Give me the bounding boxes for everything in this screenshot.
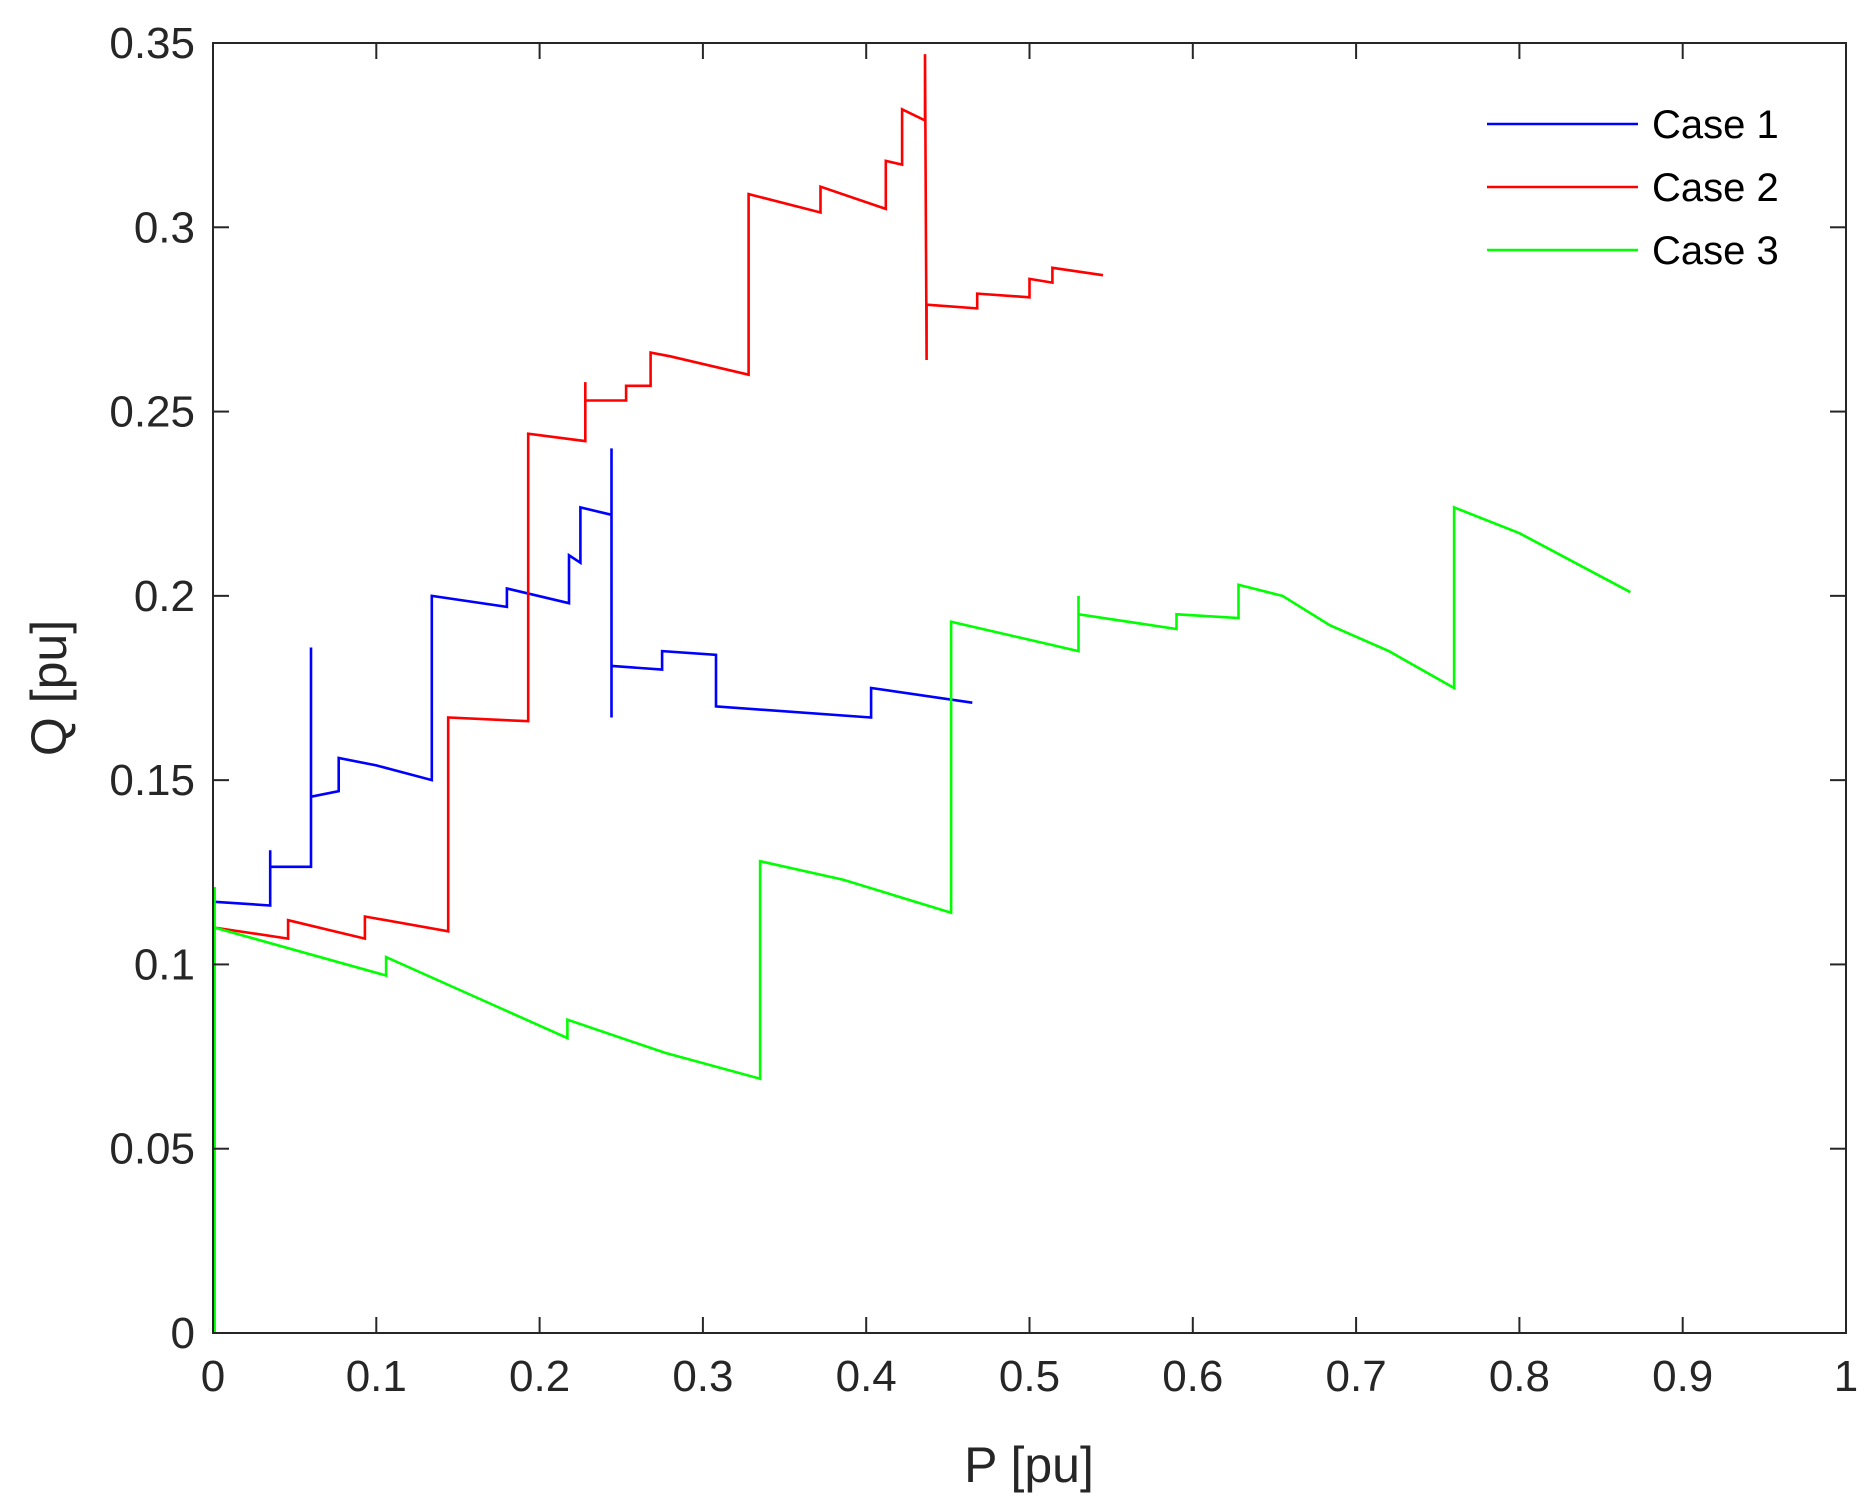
x-tick-label: 0.5 — [999, 1352, 1060, 1401]
y-tick-label: 0.25 — [109, 388, 195, 437]
y-tick-label: 0 — [171, 1309, 195, 1358]
x-tick-label: 0.7 — [1326, 1352, 1387, 1401]
x-tick-label: 1 — [1834, 1352, 1858, 1401]
y-tick-label: 0.2 — [134, 572, 195, 621]
y-tick-label: 0.05 — [109, 1125, 195, 1174]
y-axis-label: Q [pu] — [21, 620, 77, 756]
legend-label-case-2: Case 2 — [1652, 166, 1779, 210]
x-tick-label: 0.4 — [836, 1352, 897, 1401]
x-tick-label: 0 — [201, 1352, 225, 1401]
x-tick-label: 0.6 — [1162, 1352, 1223, 1401]
series-line-case-3 — [213, 505, 1632, 1333]
plot-area — [213, 43, 1846, 1333]
series-line-case-1 — [214, 448, 973, 907]
y-tick-label: 0.1 — [134, 940, 195, 989]
x-tick-label: 0.3 — [672, 1352, 733, 1401]
x-tick-label: 0.1 — [346, 1352, 407, 1401]
legend-label-case-3: Case 3 — [1652, 229, 1779, 273]
x-tick-label: 0.2 — [509, 1352, 570, 1401]
axes: 0 0.1 0.2 0.3 0.4 0.5 0.6 0.7 0.8 0.9 1 0 0.05 0.1 0.1… — [109, 19, 1858, 1401]
x-axis-label: P [pu] — [964, 1437, 1094, 1493]
series-line-case-2 — [214, 54, 1104, 941]
legend-label-case-1: Case 1 — [1652, 103, 1779, 147]
x-tick-label: 0.9 — [1652, 1352, 1713, 1401]
y-tick-label: 0.3 — [134, 203, 195, 252]
y-tick-label: 0.35 — [109, 19, 195, 68]
y-tick-label: 0.15 — [109, 756, 195, 805]
series-layer — [213, 54, 1632, 1333]
legend: Case 1 Case 2 Case 3 — [1487, 103, 1779, 273]
x-tick-label: 0.8 — [1489, 1352, 1550, 1401]
